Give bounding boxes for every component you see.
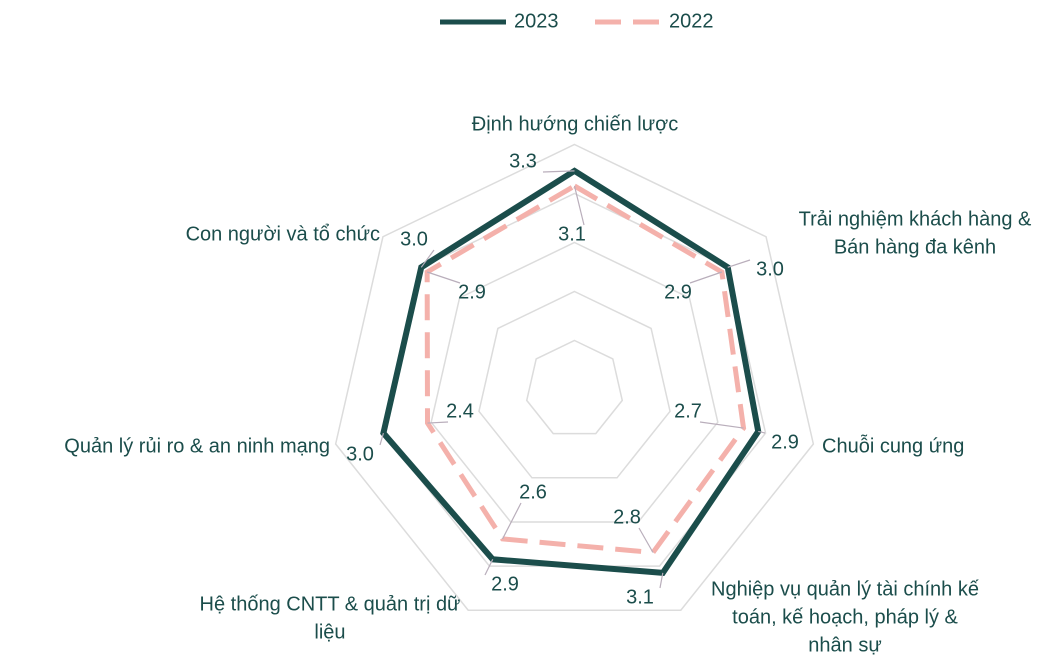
value-label: 3.0 [346, 443, 374, 465]
value-label: 2.7 [674, 400, 702, 422]
value-label: 2.4 [446, 400, 474, 422]
value-label: 2.9 [491, 573, 519, 595]
leader-line [426, 271, 461, 284]
category-label: Trải nghiệm khách hàng & [799, 208, 1032, 230]
grid-ring [525, 339, 624, 435]
category-label: Quản lý rủi ro & an ninh mạng [64, 435, 330, 457]
leader-line [427, 421, 449, 424]
leader-line [542, 170, 575, 173]
value-label: 2.8 [613, 506, 641, 528]
category-label: Bán hàng đa kênh [834, 236, 996, 258]
category-label: Chuỗi cung ứng [822, 434, 964, 457]
legend-label: 2023 [514, 10, 559, 32]
series-line [380, 167, 762, 577]
value-label: 3.0 [756, 258, 784, 280]
category-label: liệu [314, 621, 345, 643]
leader-line [699, 421, 744, 429]
category-label: Nghiệp vụ quản lý tài chính kế [711, 578, 979, 600]
leader-line [573, 185, 585, 226]
leader-line [659, 572, 664, 589]
leader-line [484, 559, 494, 576]
value-label: 3.1 [626, 586, 654, 608]
value-label: 3.1 [558, 223, 586, 245]
leader-line [502, 502, 522, 540]
category-label: nhân sự [808, 634, 881, 656]
value-label: 2.9 [458, 281, 486, 303]
value-label: 2.9 [771, 431, 799, 453]
value-label: 2.9 [664, 281, 692, 303]
leader-line [638, 527, 654, 553]
category-label: toán, kế hoạch, pháp lý & [732, 606, 958, 628]
value-label: 2.6 [519, 481, 547, 503]
category-label: Định hướng chiến lược [472, 113, 678, 135]
value-label: 3.0 [400, 228, 428, 250]
series-line [424, 183, 747, 556]
leader-line [379, 432, 384, 446]
grid-ring [430, 241, 719, 523]
leader-line [420, 249, 435, 268]
leader-line [758, 430, 766, 434]
category-label: Hệ thống CNTT & quản trị dữ [200, 593, 461, 615]
value-label: 3.3 [509, 150, 537, 172]
grid-ring [478, 290, 671, 479]
category-label: Con người và tổ chức [186, 223, 380, 245]
legend-label: 2022 [669, 10, 714, 32]
leader-line [727, 259, 751, 268]
leader-line [689, 271, 723, 284]
grid-ring [334, 143, 815, 611]
